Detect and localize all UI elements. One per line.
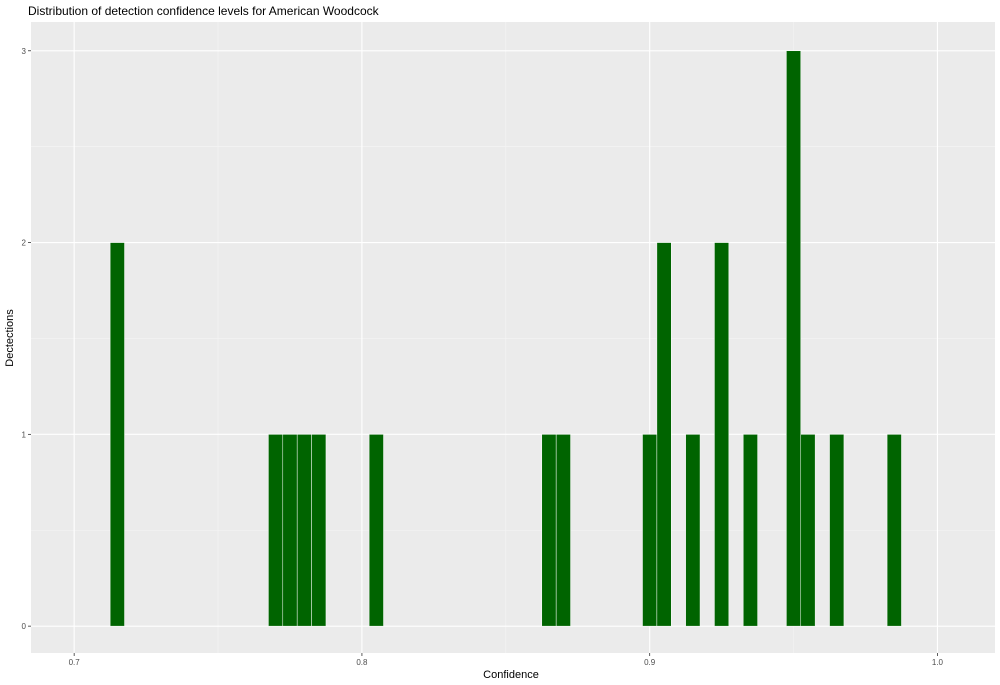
histogram-bar (296, 434, 312, 627)
histogram-bar (282, 434, 298, 627)
y-tick-label: 2 (22, 239, 27, 248)
y-tick-label: 0 (22, 622, 27, 631)
histogram-bar (555, 434, 571, 627)
grid-lines (31, 22, 995, 653)
histogram-bar (541, 434, 557, 627)
axis-ticks: 0.7 0.8 0.9 1.0 0 1 2 3 (22, 47, 944, 667)
y-axis-title: Dectections (4, 309, 16, 367)
histogram-bars (109, 50, 902, 627)
histogram-bar (742, 434, 758, 627)
histogram-bar (642, 434, 658, 627)
y-tick-label: 3 (22, 47, 27, 56)
x-tick-label: 0.7 (69, 658, 81, 667)
x-tick-label: 0.8 (356, 658, 368, 667)
histogram-bar (311, 434, 327, 627)
histogram-bar (685, 434, 701, 627)
chart-title: Distribution of detection confidence lev… (28, 4, 380, 18)
histogram-bar (109, 242, 125, 627)
x-tick-label: 0.9 (644, 658, 656, 667)
histogram-bar (656, 242, 672, 627)
histogram-bar (829, 434, 845, 627)
histogram-bar (268, 434, 284, 627)
histogram-bar (714, 242, 730, 627)
histogram-bar (368, 434, 384, 627)
x-tick-label: 1.0 (932, 658, 944, 667)
x-axis-title: Confidence (483, 669, 539, 681)
histogram-bar (786, 50, 802, 627)
plot-panel (31, 22, 995, 653)
histogram-bar (886, 434, 902, 627)
histogram-bar (800, 434, 816, 627)
y-tick-label: 1 (22, 430, 27, 439)
